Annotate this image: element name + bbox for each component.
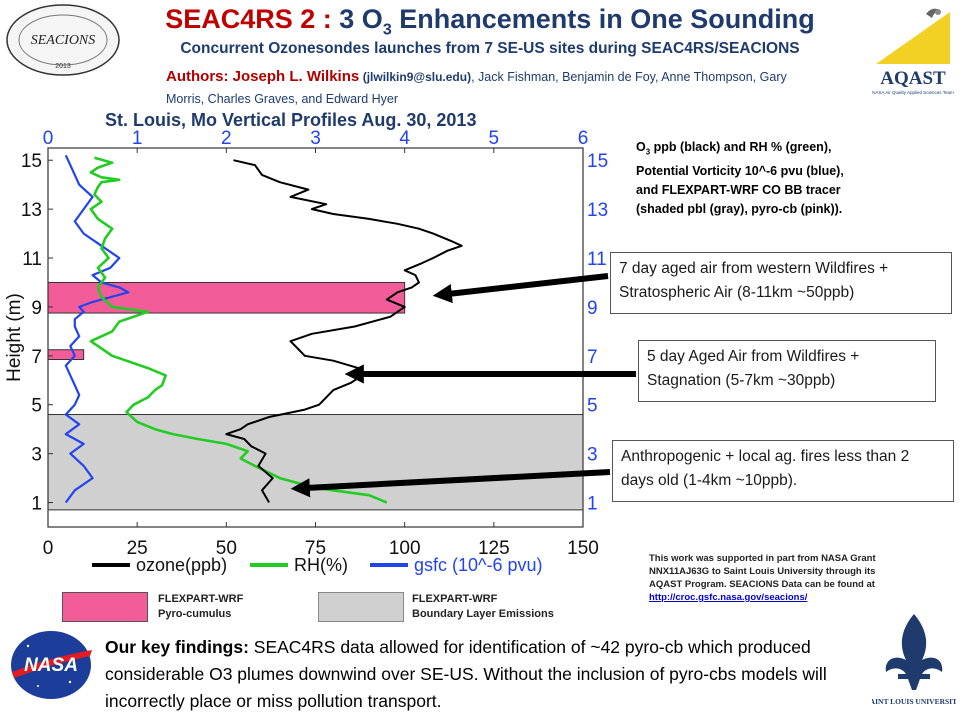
- y-tick-label-right: 1: [587, 494, 598, 515]
- y-tick-label-left: 15: [21, 151, 42, 172]
- key-findings: Our key findings: SEAC4RS data allowed f…: [105, 634, 875, 715]
- aqast-logo-tagline: NASA Air Quality Applied Sciences Team: [872, 90, 954, 95]
- aqast-logo: AQAST NASA Air Quality Applied Sciences …: [868, 2, 958, 96]
- title-rest: Enhancements in One Sounding: [399, 4, 815, 34]
- caption-line-1: O3 ppb (black) and RH % (green),: [636, 140, 832, 157]
- y-tick-label-left: 1: [31, 494, 42, 515]
- title-main: SEAC4RS 2 :: [165, 4, 332, 34]
- legend-label-1: ozone(ppb): [136, 555, 227, 575]
- y-tick-label-right: 15: [587, 151, 608, 172]
- y-tick-label-left: 13: [21, 200, 42, 221]
- y-tick-label-left: 5: [31, 396, 42, 417]
- title-o: 3 O: [339, 4, 383, 34]
- y-tick-label-right: 7: [587, 347, 598, 368]
- top-tick-label: 1: [132, 130, 143, 149]
- y-tick-label-left: 11: [22, 249, 42, 270]
- nasa-logo-text: NASA: [24, 655, 78, 676]
- caption-line-2: Potential Vorticity 10^-6 pvu (blue),: [636, 163, 844, 178]
- title-o-sub: 3: [382, 21, 392, 39]
- legend-label-2: RH(%): [294, 555, 348, 575]
- y-tick-label-left: 7: [31, 347, 42, 368]
- top-tick-label: 0: [43, 130, 54, 149]
- seacions-data-link[interactable]: http://croc.gsfc.nasa.gov/seacions/: [649, 592, 808, 603]
- callout-anthropogenic: Anthropogenic + local ag. fires less tha…: [612, 440, 954, 502]
- y-tick-label-left: 3: [31, 445, 42, 466]
- bottom-tick-label: 75: [305, 538, 326, 559]
- y-tick-label-right: 11: [587, 249, 607, 270]
- slu-logo-text: SAINT LOUIS UNIVERSITY: [872, 697, 956, 706]
- pyro-cumulus-legend: FLEXPART-WRF Pyro-cumulus: [158, 593, 244, 620]
- series-line-2: [89, 156, 388, 504]
- callout-wildfire-stratospheric: 7 day aged air from western Wildfires + …: [610, 252, 952, 314]
- y-tick-label-right: 3: [587, 445, 598, 466]
- boundary-layer-swatch: [318, 592, 404, 622]
- arrow-1: [432, 273, 609, 304]
- top-tick-label: 3: [310, 130, 321, 149]
- top-tick-label: 2: [221, 130, 232, 149]
- seacions-logo-year: 2013: [55, 63, 71, 70]
- y-tick-label-right: 9: [587, 298, 598, 319]
- arrow-3: [290, 469, 611, 498]
- pyro-cumulus-swatch: [62, 592, 148, 622]
- bottom-tick-label: 25: [127, 538, 148, 559]
- funding-text: This work was supported in part from NAS…: [649, 553, 876, 590]
- chart-caption: O3 ppb (black) and RH % (green), Potenti…: [636, 138, 936, 219]
- poster-subtitle: Concurrent Ozonesondes launches from 7 S…: [180, 40, 800, 57]
- author-email: (jlwilkin9@slu.edu): [362, 70, 472, 84]
- caption-line-3: and FLEXPART-WRF CO BB tracer: [636, 182, 841, 197]
- chart-title: St. Louis, Mo Vertical Profiles Aug. 30,…: [105, 110, 477, 130]
- authors: Authors: Joseph L. Wilkins (jlwilkin9@sl…: [166, 66, 806, 110]
- pbl-region-3: [47, 414, 584, 511]
- y-axis-label: Height (m): [4, 293, 25, 382]
- findings-text: SEAC4RS data allowed for identification …: [105, 637, 827, 711]
- slu-logo: SAINT LOUIS UNIVERSITY: [866, 608, 960, 716]
- top-tick-label: 6: [578, 130, 589, 149]
- funding-note: This work was supported in part from NAS…: [649, 552, 889, 604]
- bottom-tick-label: 150: [567, 538, 599, 559]
- authors-lead: Authors: Joseph L. Wilkins: [166, 68, 360, 85]
- bottom-tick-label: 100: [389, 538, 421, 559]
- seacions-logo: SEACIONS 2013: [4, 2, 122, 78]
- callout-wildfire-stagnation: 5 day Aged Air from Wildfires + Stagnati…: [638, 340, 936, 402]
- nasa-logo: NASA: [8, 628, 94, 702]
- bottom-tick-label: 0: [43, 538, 54, 559]
- top-tick-label: 4: [399, 130, 410, 149]
- findings-lead: Our key findings:: [105, 637, 249, 657]
- seacions-logo-text: SEACIONS: [31, 33, 96, 48]
- poster-title: SEAC4RS 2 : 3 O3 Enhancements in One Sou…: [130, 4, 850, 39]
- series-line-1: [225, 159, 463, 504]
- top-tick-label: 5: [489, 130, 500, 149]
- authors-rest: , Jack Fishman, Benjamin de Foy, Anne Th…: [166, 70, 787, 106]
- bottom-tick-label: 125: [478, 538, 510, 559]
- series-line-3: [64, 154, 130, 504]
- legend-label-3: gsfc (10^-6 pvu): [414, 555, 543, 575]
- y-tick-label-left: 9: [31, 298, 42, 319]
- bottom-tick-label: 50: [216, 538, 237, 559]
- caption-line-4: (shaded pbl (gray), pyro-cb (pink)).: [636, 201, 843, 216]
- boundary-layer-legend: FLEXPART-WRF Boundary Layer Emissions: [412, 593, 554, 620]
- aqast-logo-text: AQAST: [880, 68, 946, 89]
- y-tick-label-right: 13: [587, 200, 608, 221]
- y-tick-label-right: 5: [587, 396, 598, 417]
